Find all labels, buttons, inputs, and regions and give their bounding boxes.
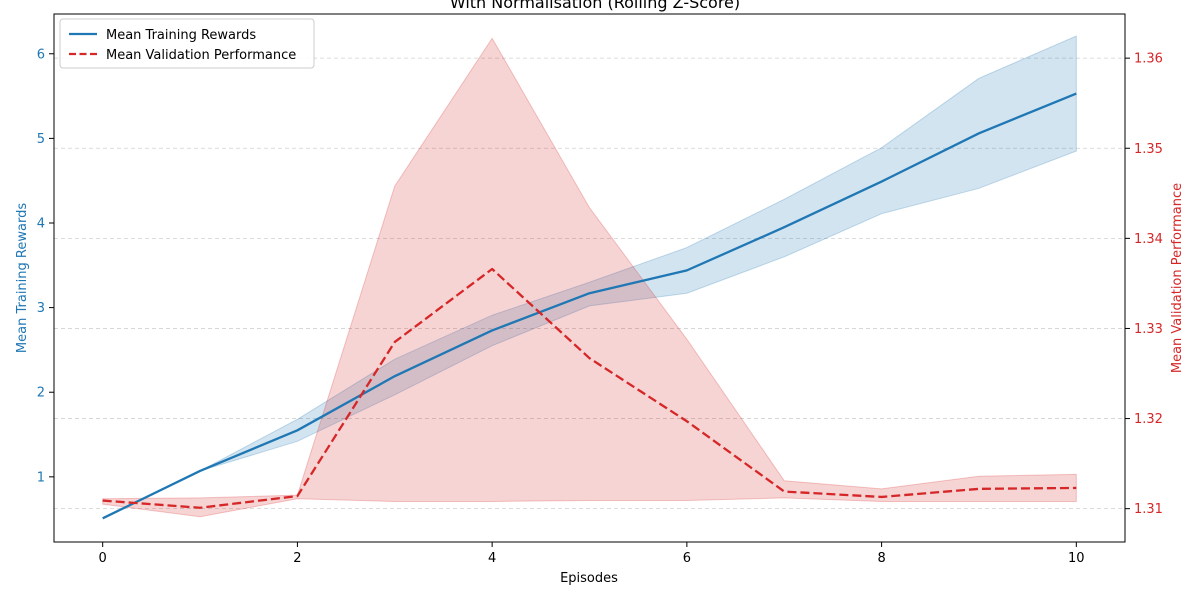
grid xyxy=(54,57,1125,510)
x-axis-ticks: 0 2 4 6 8 10 xyxy=(99,542,1085,566)
x-tick-label: 10 xyxy=(1068,551,1085,566)
left-tick-label: 2 xyxy=(37,386,45,401)
chart-title: With Normalisation (Rolling Z-Score) xyxy=(450,0,740,12)
x-tick-label: 4 xyxy=(488,551,496,566)
x-tick-label: 0 xyxy=(99,551,107,566)
x-tick-label: 6 xyxy=(683,551,691,566)
left-tick-label: 4 xyxy=(37,217,45,232)
plot-frame xyxy=(53,13,1126,543)
left-tick-label: 1 xyxy=(37,470,45,485)
series-line-validation xyxy=(102,267,1077,509)
right-tick-label: 1.31 xyxy=(1134,502,1163,517)
x-tick-label: 2 xyxy=(293,551,301,566)
right-tick-label: 1.32 xyxy=(1134,412,1163,427)
legend-label-training: Mean Training Rewards xyxy=(106,28,256,43)
series-line-training xyxy=(102,92,1077,520)
x-tick-label: 8 xyxy=(877,551,885,566)
left-tick-label: 6 xyxy=(37,47,45,62)
legend-box xyxy=(59,18,315,69)
left-tick-label: 5 xyxy=(37,132,45,147)
right-axis-label: Mean Validation Performance xyxy=(1170,183,1185,373)
legend-label-validation: Mean Validation Performance xyxy=(106,48,296,63)
band-validation xyxy=(102,37,1077,518)
left-axis-ticks: 1 2 3 4 5 6 xyxy=(37,47,54,485)
x-axis-label: Episodes xyxy=(560,571,618,586)
right-axis-ticks: 1.31 1.32 1.33 1.34 1.35 1.36 xyxy=(1125,52,1163,517)
right-tick-label: 1.33 xyxy=(1134,322,1163,337)
left-tick-label: 3 xyxy=(37,301,45,316)
series-lines xyxy=(102,92,1077,520)
right-tick-label: 1.34 xyxy=(1134,232,1163,247)
right-tick-label: 1.36 xyxy=(1134,52,1163,67)
left-axis-label: Mean Training Rewards xyxy=(15,203,30,353)
right-tick-label: 1.35 xyxy=(1134,142,1163,157)
legend: Mean Training Rewards Mean Validation Pe… xyxy=(59,18,315,69)
